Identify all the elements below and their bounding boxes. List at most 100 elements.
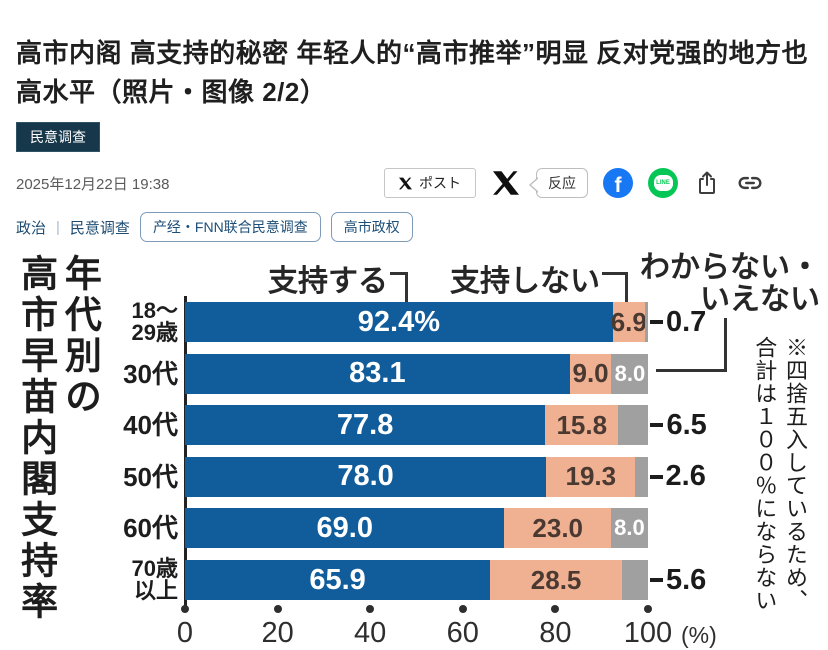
chart-title-line1: 年代別の: [59, 254, 101, 418]
stacked-bar: 65.9 28.5: [185, 560, 648, 600]
chart-row: 30代 83.1 9.0 8.0: [0, 353, 828, 394]
line-glyph: LINE: [656, 180, 670, 186]
line-bubble: LINE: [653, 175, 673, 191]
x-logo-icon: [399, 177, 412, 190]
chart-row: 18〜 29歳 92.4% 6.9 0.7: [0, 298, 828, 345]
chart-title-line2: 高市早苗内閣支持率: [15, 254, 57, 623]
row-category-label: 30代: [123, 358, 178, 389]
bar-segment-support: 77.8: [185, 405, 546, 446]
dont-know-value: 0.7: [666, 305, 707, 338]
legend-connector-dont-know: [656, 318, 727, 372]
stacked-bar: 92.4% 6.9: [185, 302, 648, 342]
x-tick-label: 100: [623, 617, 673, 649]
share-icon[interactable]: [693, 169, 721, 197]
category-badge[interactable]: 民意调查: [16, 122, 100, 152]
bar-segment-support: 69.0: [185, 508, 505, 549]
x-tick-dot: [181, 605, 189, 613]
x-tick-dot: [644, 605, 652, 613]
share-bar: ポスト 反应 f LINE: [384, 168, 764, 198]
dont-know-value: 6.5: [666, 408, 707, 441]
tag-button-takaichi[interactable]: 高市政权: [330, 212, 413, 242]
stacked-bar: 78.0 19.3: [185, 456, 648, 497]
chart-row: 50代 78.0 19.3 2.6: [0, 456, 828, 497]
page-title: 高市内阁 高支持的秘密 年轻人的“高市推举”明显 反对党强的地方也高水平（照片・…: [16, 38, 809, 107]
x-tick-label: 40: [354, 617, 387, 649]
value-dash: [650, 320, 663, 324]
x-post-button[interactable]: ポスト: [384, 168, 476, 198]
x-post-label: ポスト: [419, 175, 461, 191]
bar-segment-oppose: 9.0: [569, 353, 612, 394]
article-page: 高市内阁 高支持的秘密 年轻人的“高市推举”明显 反对党强的地方也高水平（照片・…: [0, 34, 828, 650]
x-tick-dot: [366, 605, 375, 613]
chart-row: 60代 69.0 23.0 8.0: [0, 508, 828, 549]
x-logo-icon[interactable]: [491, 168, 521, 198]
bar-segment-dk: 8.0: [610, 508, 648, 549]
facebook-glyph: f: [614, 174, 622, 197]
bar-segment-dk: [644, 302, 648, 342]
x-tick-dot: [273, 605, 282, 613]
bar-segment-support: 92.4%: [185, 302, 613, 342]
category-separator: |: [56, 218, 60, 236]
bar-segment-dk: 8.0: [611, 353, 649, 394]
publish-date: 2025年12月22日 19:38: [16, 175, 170, 193]
bar-segment-dk: [622, 560, 648, 600]
approval-chart: 年代別の 高市早苗内閣支持率 支持する 支持しない わからない・ いえない 18…: [0, 250, 828, 650]
bar-segment-support: 65.9: [185, 560, 491, 600]
tag-button-fnn-poll[interactable]: 产经・FNN联合民意调查: [139, 212, 321, 242]
x-tick-label: 60: [446, 617, 479, 649]
bar-outside-value: 2.6: [649, 457, 706, 497]
bar-outside-value: 6.5: [650, 405, 707, 445]
tags-row: 政治 | 民意调查 产经・FNN联合民意调查 高市政权: [16, 212, 812, 242]
stacked-bar: 83.1 9.0 8.0: [185, 353, 649, 394]
chart-note-line1: ※四捨五入しているため、: [783, 336, 808, 612]
x-axis-unit: (%): [681, 622, 717, 648]
dont-know-value: 5.6: [666, 563, 707, 596]
category-link-politics[interactable]: 政治: [16, 219, 47, 237]
bar-segment-oppose: 19.3: [546, 456, 636, 497]
bar-segment-dk: [618, 405, 649, 446]
bar-segment-support: 78.0: [185, 456, 547, 497]
bar-segment-dk: [635, 456, 648, 497]
bar-segment-oppose: 28.5: [490, 560, 623, 600]
legend-connector-oppose: [602, 272, 628, 302]
chart-note: ※四捨五入しているため、 合計は１００％にならない: [748, 336, 810, 650]
row-category-label: 50代: [123, 461, 178, 492]
legend-oppose: 支持しない: [450, 265, 600, 298]
stacked-bar: 69.0 23.0 8.0: [185, 508, 648, 549]
x-tick-label: 20: [261, 617, 294, 649]
link-icon[interactable]: [736, 169, 764, 197]
bar-segment-oppose: 6.9: [611, 302, 647, 342]
stacked-bar: 77.8 15.8: [185, 405, 649, 446]
dont-know-value: 2.6: [665, 460, 706, 493]
facebook-icon[interactable]: f: [603, 168, 633, 198]
x-tick-dot: [551, 605, 560, 613]
legend-dont-know: わからない・ いえない: [640, 251, 820, 317]
bar-outside-value: 5.6: [650, 560, 706, 600]
row-category-label: 40代: [123, 410, 178, 441]
bar-segment-oppose: 15.8: [545, 405, 619, 446]
value-dash: [650, 423, 664, 428]
bar-segment-support: 83.1: [185, 353, 570, 394]
legend-support: 支持する: [268, 265, 388, 298]
row-category-label: 70歳 以上: [131, 556, 178, 603]
reaction-button[interactable]: 反应: [529, 168, 588, 198]
value-dash: [650, 578, 663, 582]
x-tick-label: 80: [539, 617, 572, 649]
x-tick-dot: [458, 605, 467, 613]
chart-note-line2: 合計は１００％にならない: [752, 336, 778, 612]
line-icon[interactable]: LINE: [648, 168, 678, 198]
category-link-poll[interactable]: 民意调查: [69, 219, 130, 237]
bar-segment-oppose: 23.0: [504, 508, 611, 549]
article-header: 高市内阁 高支持的秘密 年轻人的“高市推举”明显 反对党强的地方也高水平（照片・…: [0, 34, 828, 242]
reaction-label: 反应: [548, 175, 576, 191]
value-dash: [649, 474, 663, 479]
row-category-label: 60代: [123, 513, 178, 544]
meta-row: 2025年12月22日 19:38 ポスト 反应 f: [16, 168, 812, 198]
bar-outside-value: 0.7: [650, 302, 706, 342]
chart-row: 40代 77.8 15.8 6.5: [0, 405, 828, 446]
x-tick-label: 0: [176, 617, 194, 649]
chart-vertical-title: 年代別の 高市早苗内閣支持率: [14, 254, 101, 646]
y-axis-line: [184, 296, 187, 610]
row-category-label: 18〜 29歳: [131, 298, 178, 345]
chart-row: 70歳 以上 65.9 28.5 5.6: [0, 556, 828, 603]
